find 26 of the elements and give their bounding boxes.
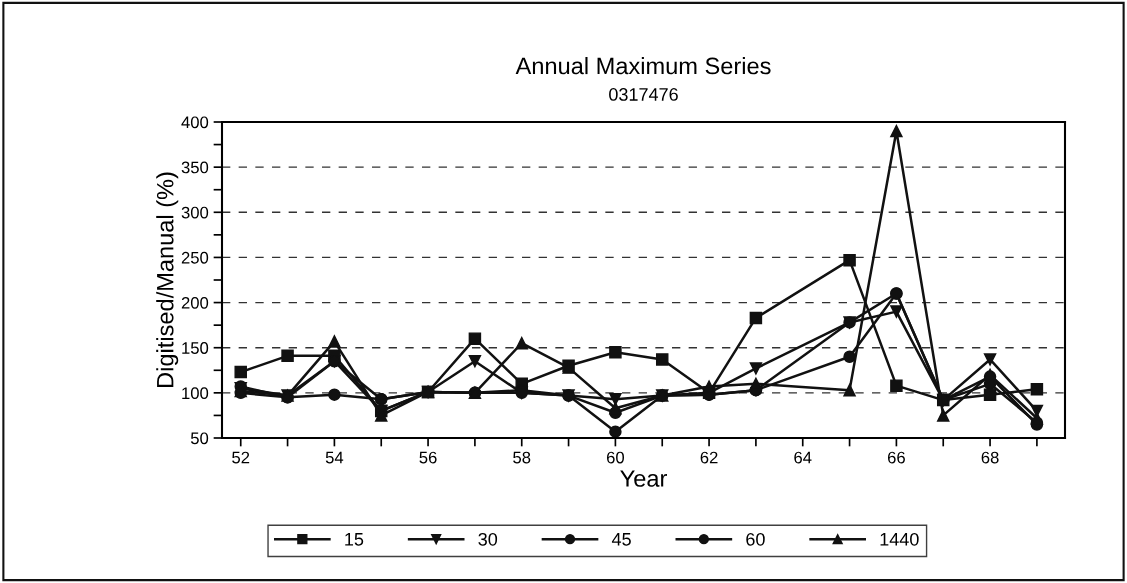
- legend-label: 30: [478, 532, 498, 546]
- x-tick-label: 66: [887, 451, 905, 464]
- y-tick-label: 150: [182, 342, 209, 354]
- y-tick-label: 400: [181, 116, 209, 129]
- x-tick-label: 68: [981, 451, 999, 464]
- legend-label: 1440: [880, 532, 919, 546]
- x-tick-label: 64: [794, 451, 812, 464]
- y-axis-title: Digitised/Manual (%): [156, 172, 179, 387]
- legend-label: 45: [611, 533, 631, 546]
- x-tick-label: 56: [419, 451, 437, 464]
- legend-label: 60: [746, 532, 765, 546]
- x-tick-label: 54: [325, 451, 344, 464]
- y-tick-label: 200: [181, 296, 209, 309]
- x-tick-label: 62: [700, 451, 718, 464]
- legend-label: 15: [345, 533, 364, 546]
- x-tick-label: 58: [513, 451, 531, 464]
- y-tick-label: 100: [182, 387, 209, 400]
- x-axis-title: Year: [620, 470, 667, 487]
- y-tick-label: 50: [190, 432, 209, 445]
- y-tick-label: 350: [181, 161, 209, 174]
- x-tick-label: 52: [232, 451, 250, 464]
- chart-subtitle: 0317476: [609, 88, 678, 101]
- y-tick-label: 300: [181, 206, 209, 219]
- y-tick-label: 250: [181, 251, 209, 264]
- chart-title: Annual Maximum Series: [515, 57, 771, 75]
- x-tick-label: 60: [606, 451, 625, 464]
